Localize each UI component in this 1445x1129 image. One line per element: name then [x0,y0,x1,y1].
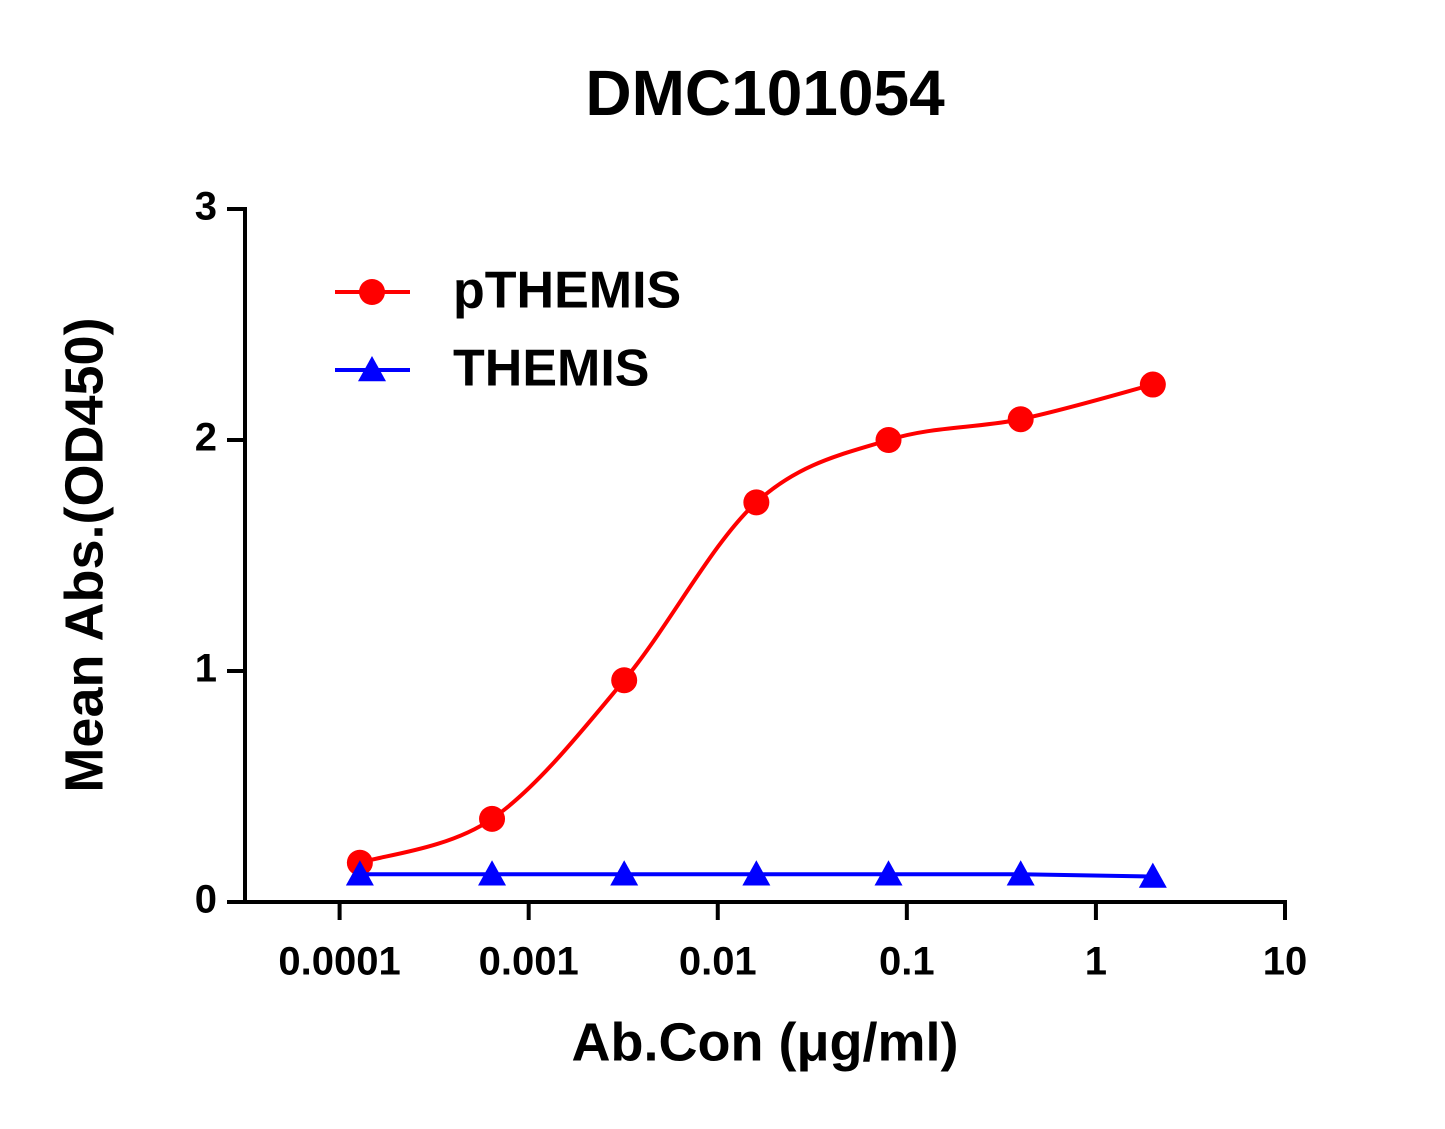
y-tick-label: 2 [195,416,217,460]
data-point [479,805,506,832]
x-tick-label: 0.1 [879,940,935,984]
legend-label: THEMIS [453,340,649,398]
data-point [345,860,374,886]
data-point [1006,860,1035,886]
y-axis-label: Mean Abs.(OD450) [54,317,114,792]
y-tick-label: 1 [195,647,217,691]
data-point [875,427,902,453]
x-tick-label: 0.001 [479,940,579,984]
chart-title: DMC101054 [585,57,945,129]
data-point [742,860,771,886]
x-tick-label: 0.01 [679,940,757,984]
data-point [1007,406,1034,433]
legend-marker [359,279,385,305]
x-tick-label: 10 [1263,940,1308,984]
data-point [1139,371,1166,398]
series-line [359,382,1154,865]
x-tick-label: 1 [1085,940,1107,984]
data-point [478,860,507,886]
data-point [610,860,639,886]
data-point [1138,862,1167,888]
y-tick-label: 0 [195,878,217,922]
x-axis-label: Ab.Con (μg/ml) [572,1012,959,1072]
x-tick-label: 0.0001 [278,940,400,984]
data-point [743,489,770,516]
data-point [611,667,638,694]
legend-marker [358,356,386,382]
legend-label: pTHEMIS [453,262,681,320]
data-point [874,860,903,886]
y-tick-label: 3 [195,185,217,229]
